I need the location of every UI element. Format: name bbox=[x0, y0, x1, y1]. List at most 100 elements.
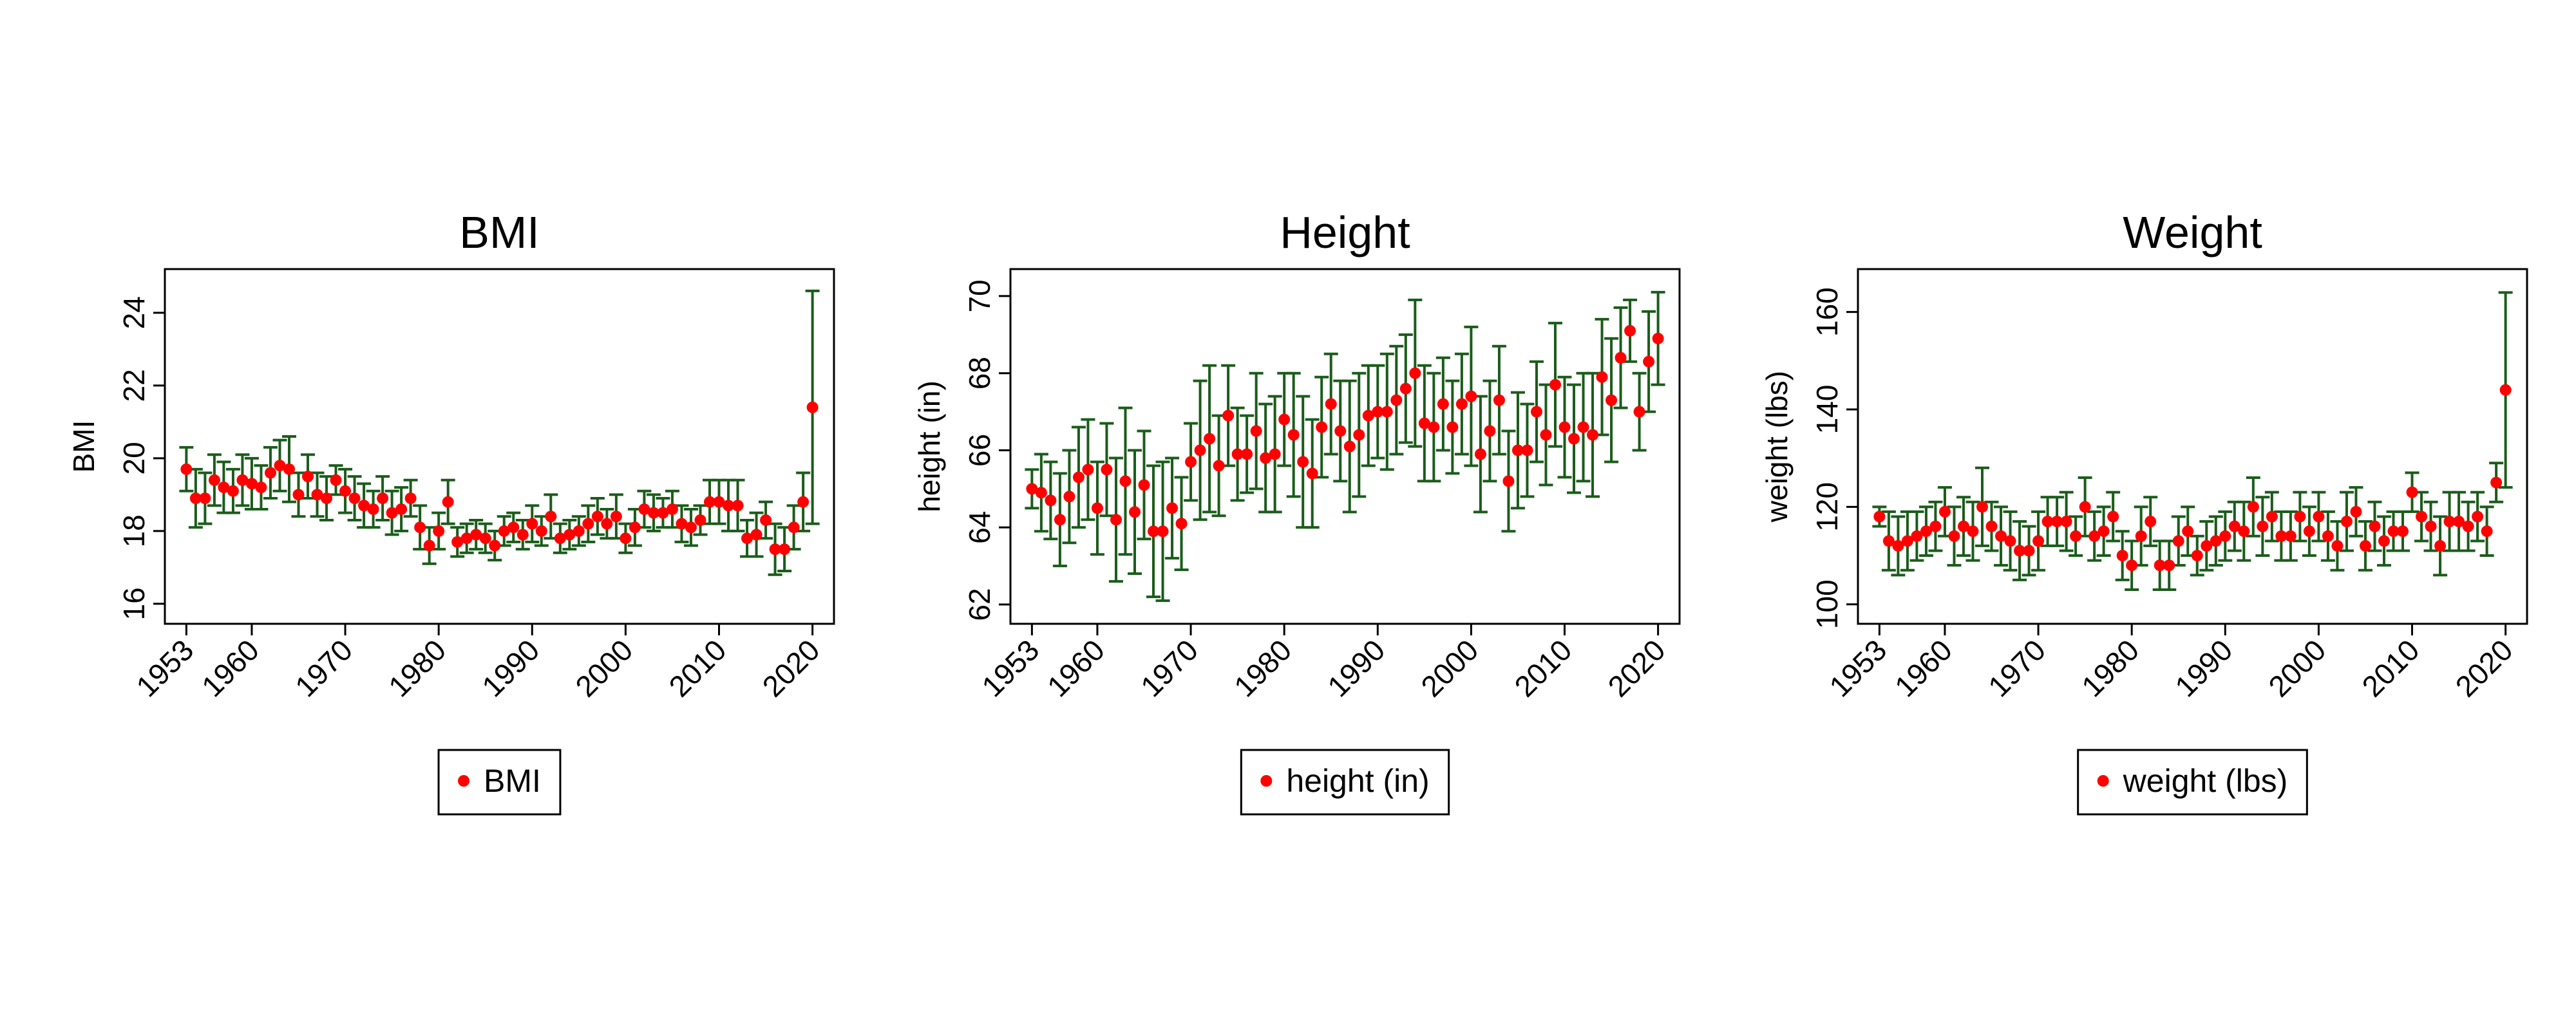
y-tick-label: 70 bbox=[963, 279, 996, 312]
point bbox=[2060, 516, 2072, 528]
point bbox=[1138, 479, 1150, 491]
point bbox=[255, 482, 267, 494]
point bbox=[797, 496, 810, 508]
point bbox=[1054, 514, 1066, 526]
point bbox=[1148, 525, 1160, 538]
x-tick-label: 1953 bbox=[129, 633, 200, 703]
point bbox=[199, 492, 211, 505]
y-tick-label: 160 bbox=[1810, 287, 1844, 337]
point bbox=[723, 500, 735, 512]
point bbox=[1204, 433, 1216, 445]
point bbox=[1577, 421, 1589, 433]
point bbox=[2238, 525, 2250, 538]
point bbox=[1390, 394, 1403, 406]
legend-marker bbox=[2097, 775, 2109, 787]
point bbox=[1213, 460, 1225, 472]
point bbox=[582, 518, 594, 530]
point bbox=[2228, 520, 2240, 532]
point bbox=[2294, 510, 2306, 523]
point bbox=[2425, 520, 2437, 532]
legend: weight (lbs) bbox=[2077, 749, 2308, 816]
point bbox=[2014, 545, 2026, 557]
point bbox=[1615, 351, 1627, 364]
point bbox=[2163, 559, 2175, 572]
point bbox=[2201, 539, 2213, 552]
point bbox=[2154, 559, 2166, 572]
point bbox=[2126, 559, 2138, 572]
point bbox=[1929, 520, 1942, 532]
x-tick-label: 1960 bbox=[1041, 633, 1111, 703]
point bbox=[2284, 530, 2297, 542]
point bbox=[2275, 530, 2287, 542]
point bbox=[460, 532, 473, 545]
point bbox=[507, 521, 520, 534]
point bbox=[1465, 390, 1477, 402]
x-tick-label: 2020 bbox=[1602, 633, 1672, 703]
point bbox=[1072, 471, 1084, 483]
point bbox=[358, 500, 370, 512]
point bbox=[704, 496, 716, 508]
point bbox=[638, 503, 650, 515]
point bbox=[189, 492, 202, 505]
point bbox=[1587, 429, 1599, 441]
x-tick-label: 1953 bbox=[975, 633, 1045, 703]
point bbox=[1185, 456, 1197, 468]
point bbox=[788, 521, 800, 534]
point bbox=[2322, 530, 2334, 542]
legend-box bbox=[2077, 749, 2308, 816]
legend-label: weight (lbs) bbox=[2123, 763, 2288, 799]
point bbox=[2462, 520, 2474, 532]
point bbox=[1231, 448, 1244, 460]
point bbox=[208, 474, 220, 486]
point bbox=[1241, 448, 1253, 460]
y-tick-label: 62 bbox=[963, 588, 996, 621]
point bbox=[2313, 510, 2325, 523]
point bbox=[694, 514, 706, 526]
point bbox=[1045, 494, 1057, 507]
point bbox=[1882, 535, 1895, 547]
point bbox=[732, 500, 744, 512]
point bbox=[367, 503, 379, 515]
legend-label: BMI bbox=[484, 763, 541, 799]
point bbox=[1157, 525, 1169, 538]
point bbox=[423, 539, 435, 552]
point bbox=[629, 521, 641, 534]
point bbox=[2051, 516, 2063, 528]
point bbox=[1175, 518, 1188, 530]
point bbox=[1063, 491, 1075, 503]
point bbox=[779, 543, 791, 556]
point bbox=[2387, 525, 2400, 538]
point bbox=[1484, 425, 1496, 437]
point bbox=[1269, 448, 1281, 460]
point bbox=[1967, 525, 1979, 538]
point bbox=[1892, 539, 1904, 552]
point bbox=[1643, 355, 1655, 368]
y-axis-label: height (in) bbox=[913, 380, 946, 512]
x-tick-label: 2000 bbox=[1414, 633, 1484, 703]
point bbox=[2443, 516, 2456, 528]
point bbox=[591, 510, 603, 523]
point bbox=[2257, 520, 2269, 532]
point bbox=[1493, 394, 1505, 406]
point bbox=[1521, 444, 1533, 456]
point bbox=[2266, 510, 2278, 523]
point bbox=[526, 518, 538, 530]
point bbox=[1250, 425, 1262, 437]
x-tick-label: 1980 bbox=[2075, 633, 2145, 703]
point bbox=[479, 532, 491, 545]
point bbox=[1110, 514, 1122, 526]
x-tick-label: 2000 bbox=[2262, 633, 2332, 703]
point bbox=[2247, 501, 2259, 513]
point bbox=[1957, 520, 1969, 532]
y-tick-label: 24 bbox=[117, 296, 151, 329]
y-axis-label: BMI bbox=[67, 420, 100, 473]
point bbox=[236, 474, 249, 486]
point bbox=[470, 529, 482, 541]
point bbox=[227, 485, 239, 497]
point bbox=[1995, 530, 2007, 542]
point bbox=[806, 401, 819, 413]
point bbox=[1911, 530, 1923, 542]
x-tick-label: 1953 bbox=[1823, 633, 1893, 703]
x-tick-label: 2010 bbox=[662, 633, 732, 703]
point bbox=[2453, 516, 2465, 528]
